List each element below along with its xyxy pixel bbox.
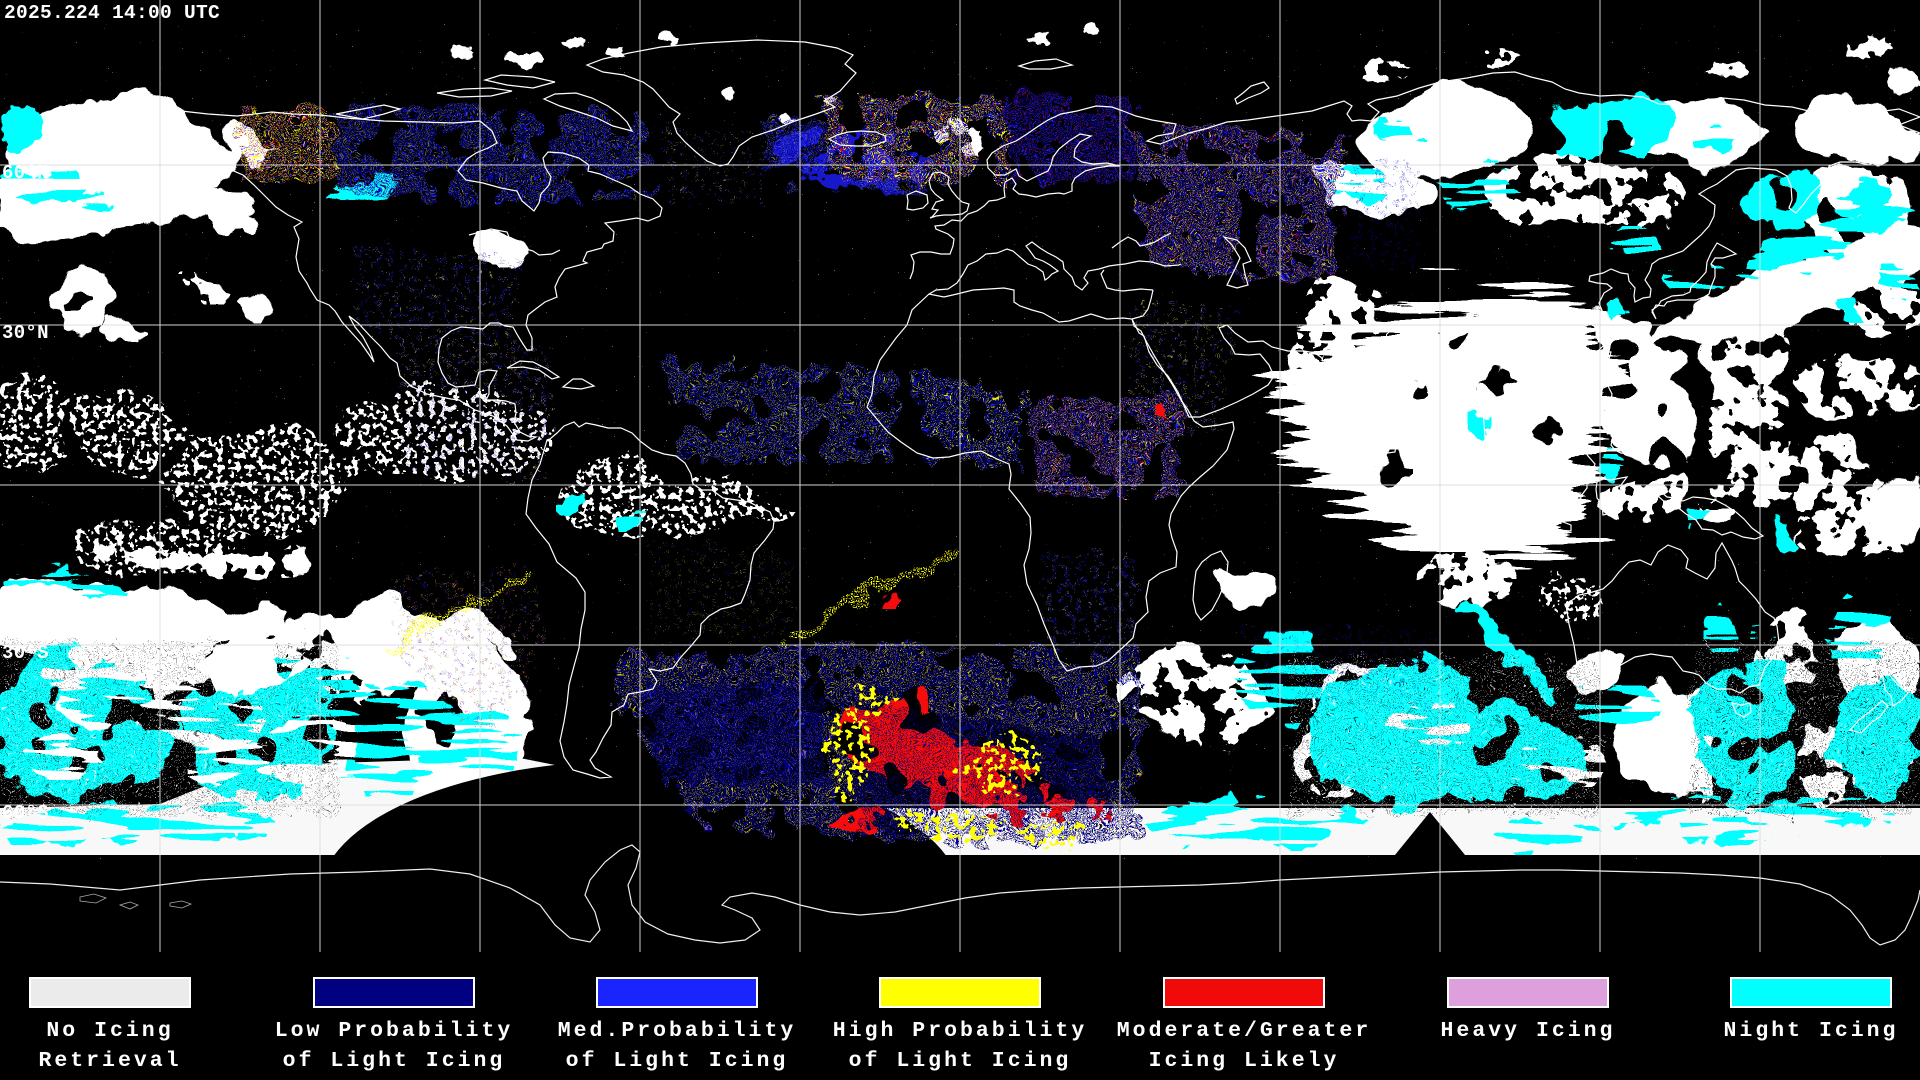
svg-text:High Probability: High Probability bbox=[833, 1019, 1087, 1043]
svg-text:Retrieval: Retrieval bbox=[38, 1049, 181, 1073]
svg-text:No Icing: No Icing bbox=[46, 1019, 173, 1043]
svg-text:Heavy Icing: Heavy Icing bbox=[1441, 1019, 1616, 1043]
svg-text:Low Probability: Low Probability bbox=[275, 1019, 514, 1043]
svg-text:Moderate/Greater: Moderate/Greater bbox=[1117, 1019, 1371, 1043]
svg-text:Icing Likely: Icing Likely bbox=[1149, 1049, 1340, 1073]
svg-text:30°S: 30°S bbox=[2, 642, 49, 664]
svg-text:2025.224 14:00 UTC: 2025.224 14:00 UTC bbox=[4, 2, 220, 24]
svg-text:of Light Icing: of Light Icing bbox=[566, 1049, 789, 1073]
svg-text:Med.Probability: Med.Probability bbox=[558, 1019, 797, 1043]
svg-text:30°N: 30°N bbox=[2, 322, 49, 344]
svg-text:60°S: 60°S bbox=[2, 802, 49, 824]
svg-text:of Light Icing: of Light Icing bbox=[283, 1049, 506, 1073]
svg-text:60°N: 60°N bbox=[2, 162, 49, 184]
svg-text:of Light Icing: of Light Icing bbox=[849, 1049, 1072, 1073]
svg-text:Night Icing: Night Icing bbox=[1724, 1019, 1899, 1043]
